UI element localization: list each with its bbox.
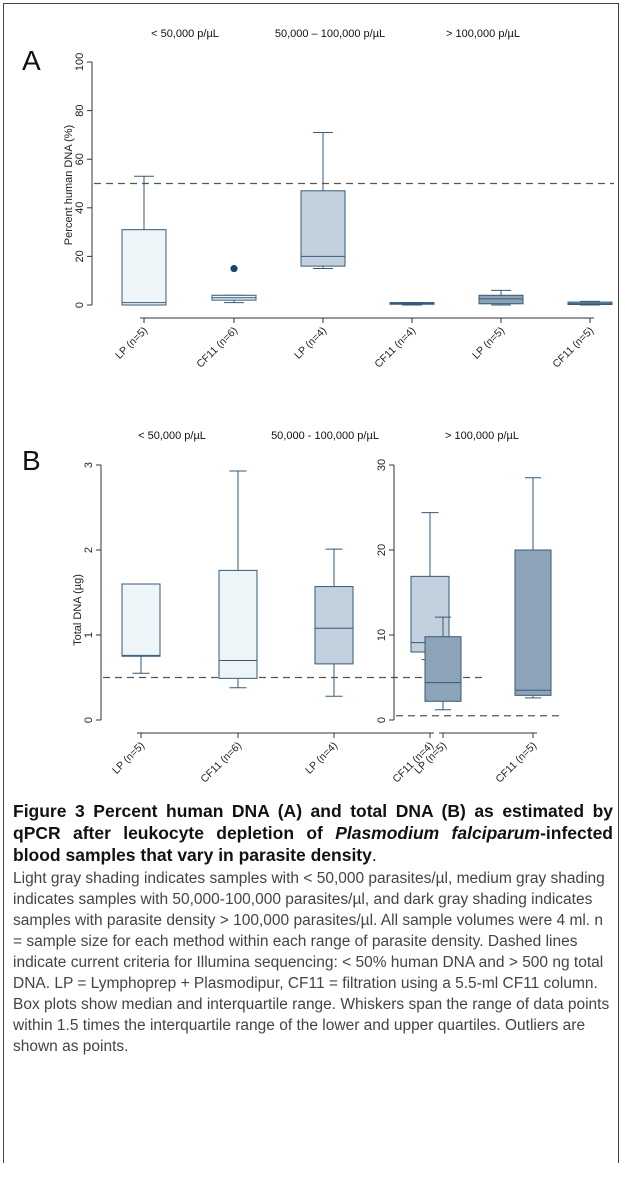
a-box-4 bbox=[389, 302, 435, 306]
b2-box-2 bbox=[514, 477, 552, 699]
b-y-tick-label: 3 bbox=[83, 462, 95, 468]
a-x-label: CF11 (n=6) bbox=[194, 325, 240, 371]
panel-b-letter: B bbox=[22, 445, 41, 476]
panel-a-letter: A bbox=[22, 45, 41, 76]
b2-y-tick-label: 0 bbox=[376, 717, 388, 723]
a-box-5 bbox=[478, 289, 524, 306]
b-y-tick-label: 2 bbox=[83, 547, 95, 553]
a-y-tick-label: 100 bbox=[74, 53, 86, 71]
b-y-tick-label: 0 bbox=[83, 717, 95, 723]
box-iqr bbox=[300, 190, 346, 267]
figure-frame bbox=[3, 3, 619, 1163]
figure-caption: Figure 3 Percent human DNA (A) and total… bbox=[13, 800, 613, 1057]
b-x-label: LP (n=4) bbox=[303, 740, 340, 777]
a-y-tick-label: 80 bbox=[74, 104, 86, 116]
b-box-1 bbox=[121, 583, 161, 674]
a-x-label: LP (n=4) bbox=[292, 325, 329, 362]
b2-box-1 bbox=[424, 616, 462, 711]
caption-body: Light gray shading indicates samples wit… bbox=[13, 870, 610, 1055]
a-y-tick-label: 20 bbox=[74, 250, 86, 262]
b-y-tick-label: 1 bbox=[83, 632, 95, 638]
b2-x-label: CF11 (n=5) bbox=[493, 740, 539, 786]
box-iqr bbox=[314, 586, 354, 665]
box-iqr bbox=[121, 229, 167, 306]
panel-b: B < 50,000 p/µL 50,000 - 100,000 p/µL > 10… bbox=[22, 430, 560, 785]
panel-b-ylabel: Total DNA (µg) bbox=[72, 574, 84, 646]
b2-y-tick-label: 10 bbox=[376, 629, 388, 641]
a-box-2 bbox=[211, 264, 257, 304]
figure-3: A < 50,000 p/µL 50,000 – 100,000 p/µL > 10… bbox=[22, 28, 614, 785]
b2-y-tick-label: 30 bbox=[376, 459, 388, 471]
a-x-label: LP (n=5) bbox=[113, 325, 150, 362]
a-x-label: LP (n=5) bbox=[470, 325, 507, 362]
a-y-tick-label: 0 bbox=[74, 302, 86, 308]
a-box-3 bbox=[300, 131, 346, 270]
b-box-2 bbox=[218, 470, 258, 689]
a-box-1 bbox=[121, 175, 167, 306]
a-group-header: < 50,000 p/µL bbox=[151, 28, 219, 40]
box-iqr bbox=[218, 569, 258, 679]
outlier-point bbox=[230, 264, 238, 273]
a-y-tick-label: 40 bbox=[74, 202, 86, 214]
a-x-label: CF11 (n=5) bbox=[550, 325, 596, 371]
panel-a: A < 50,000 p/µL 50,000 – 100,000 p/µL > 10… bbox=[22, 28, 614, 370]
b-x-label: CF11 (n=6) bbox=[198, 740, 244, 786]
a-x-label: CF11 (n=4) bbox=[372, 325, 418, 371]
a-box-6 bbox=[567, 300, 613, 306]
box-iqr bbox=[121, 583, 161, 657]
box-iqr bbox=[514, 549, 552, 696]
b2-y-tick-label: 20 bbox=[376, 544, 388, 556]
b-x-label: LP (n=5) bbox=[110, 740, 147, 777]
caption-title: Figure 3 Percent human DNA (A) and total… bbox=[13, 801, 613, 865]
a-group-header: 50,000 – 100,000 p/µL bbox=[275, 28, 385, 40]
b-box-3 bbox=[314, 548, 354, 697]
box-iqr bbox=[424, 636, 462, 702]
box-iqr bbox=[478, 294, 524, 305]
panel-a-ylabel: Percent human DNA (%) bbox=[63, 125, 75, 245]
b-group-header: 50,000 - 100,000 p/µL bbox=[271, 430, 379, 442]
b2-group-header: > 100,000 p/µL bbox=[445, 430, 519, 442]
a-y-tick-label: 60 bbox=[74, 153, 86, 165]
b-group-header: < 50,000 p/µL bbox=[138, 430, 206, 442]
a-group-header: > 100,000 p/µL bbox=[446, 28, 520, 40]
